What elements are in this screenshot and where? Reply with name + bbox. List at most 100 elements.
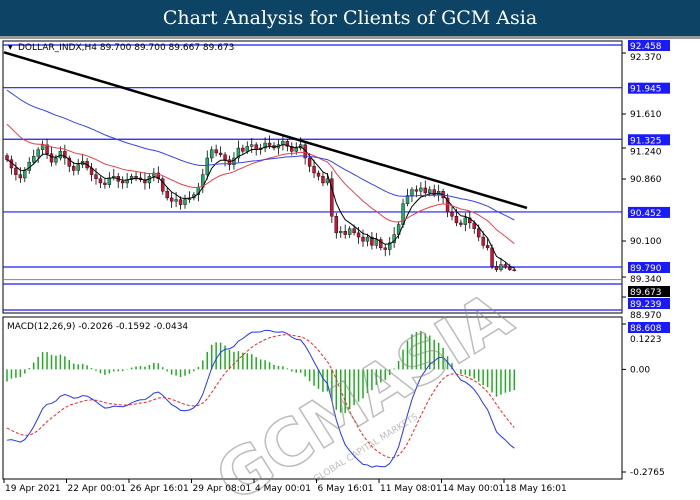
bear-candle xyxy=(414,189,419,192)
bull-candle xyxy=(365,236,370,242)
bull-candle xyxy=(419,187,423,192)
bear-candle xyxy=(383,247,387,250)
bull-candle xyxy=(347,228,352,235)
bear-candle xyxy=(503,264,508,268)
level-price-tag xyxy=(628,134,670,146)
bull-candle xyxy=(463,217,468,225)
bear-candle xyxy=(98,178,103,184)
level-price-tag xyxy=(628,262,670,273)
trendline[interactable] xyxy=(3,51,528,210)
bear-candle xyxy=(134,176,138,179)
price-tick-label: 92.370 xyxy=(630,53,662,63)
time-tick-label: 18 May 16:01 xyxy=(505,484,567,494)
main-panel xyxy=(2,40,623,314)
bear-candle xyxy=(303,144,307,159)
moving-average-line xyxy=(6,144,515,269)
bull-candle xyxy=(152,172,156,177)
moving-average-line xyxy=(6,89,515,221)
bull-candle xyxy=(36,149,40,157)
bull-candle xyxy=(405,195,410,204)
level-price-label: 89.790 xyxy=(630,264,662,274)
bear-candle xyxy=(312,166,316,174)
bear-candle xyxy=(290,146,294,152)
level-price-label: 89.239 xyxy=(630,300,662,310)
macd-main-line xyxy=(6,329,515,468)
bear-candle xyxy=(356,232,361,238)
price-tick-label: 88.970 xyxy=(630,311,662,321)
bear-candle xyxy=(165,191,169,199)
bear-candle xyxy=(63,151,67,159)
bear-candle xyxy=(169,197,174,202)
price-tick-label: 91.240 xyxy=(630,147,662,157)
level-price-label: 91.945 xyxy=(630,85,662,95)
bull-candle xyxy=(76,164,80,171)
time-tick-label: 29 Apr 08:01 xyxy=(193,484,252,494)
bull-candle xyxy=(107,177,112,185)
level-price-tag xyxy=(628,298,670,309)
time-tick-label: 6 May 16:01 xyxy=(318,484,374,494)
bear-candle xyxy=(481,236,485,246)
price-tick-label: 89.340 xyxy=(630,275,662,285)
current-price-tag xyxy=(628,286,670,297)
bear-candle xyxy=(361,236,365,242)
level-price-label: 88.608 xyxy=(630,324,662,334)
bear-candle xyxy=(454,216,459,224)
bear-candle xyxy=(214,149,218,154)
chart-menu-icon[interactable]: ▾ xyxy=(8,43,13,53)
bear-candle xyxy=(423,187,427,194)
bull-candle xyxy=(40,144,45,150)
bull-candle xyxy=(129,176,134,180)
level-price-tag xyxy=(628,322,670,333)
time-tick-label: 14 May 00:01 xyxy=(443,484,505,494)
level-price-tag xyxy=(628,82,670,94)
bear-candle xyxy=(241,147,245,152)
bull-candle xyxy=(174,199,178,202)
time-tick-label: 11 May 08:01 xyxy=(380,484,442,494)
bull-candle xyxy=(205,157,209,175)
bear-candle xyxy=(307,157,312,167)
bull-candle xyxy=(23,170,27,179)
bear-candle xyxy=(370,236,374,246)
price-chart[interactable]: GCMASIA GLOBAL CAPITAL MARKETS ▾ DOLLAR_… xyxy=(0,39,700,500)
bear-candle xyxy=(468,217,472,224)
moving-average-line xyxy=(6,123,515,244)
bull-candle xyxy=(499,264,503,270)
bull-candle xyxy=(54,157,58,163)
bull-candle xyxy=(263,142,267,149)
macd-tick-label: 0.00 xyxy=(630,365,650,375)
bear-candle xyxy=(352,228,356,234)
bear-candle xyxy=(67,157,72,167)
bear-candle xyxy=(432,189,436,195)
bear-candle xyxy=(472,222,476,229)
current-price-label: 89.673 xyxy=(630,288,662,298)
macd-tick-label: -0.2765 xyxy=(630,468,665,478)
bear-candle xyxy=(485,245,490,249)
level-price-label: 90.452 xyxy=(630,209,662,219)
macd-signal-line xyxy=(6,334,515,459)
bear-candle xyxy=(494,265,499,270)
bear-candle xyxy=(490,247,494,267)
bear-candle xyxy=(267,142,272,146)
bull-candle xyxy=(428,189,432,194)
price-tick-label: 90.100 xyxy=(630,237,662,247)
bear-candle xyxy=(321,176,325,184)
time-tick-label: 26 Apr 16:01 xyxy=(130,484,189,494)
macd-label: MACD(12,26,9) -0.2026 -0.1592 -0.0434 xyxy=(7,322,188,332)
bear-candle xyxy=(450,211,454,217)
bull-candle xyxy=(339,231,343,234)
bear-candle xyxy=(178,199,183,205)
bull-candle xyxy=(58,151,63,159)
bear-candle xyxy=(156,172,161,179)
bear-candle xyxy=(334,216,338,234)
bear-candle xyxy=(330,178,334,217)
price-tick-label: 91.610 xyxy=(630,110,662,120)
time-tick-label: 19 Apr 2021 xyxy=(5,484,61,494)
bull-candle xyxy=(388,242,392,250)
bear-candle xyxy=(120,181,125,184)
bear-candle xyxy=(18,174,23,179)
bear-candle xyxy=(103,182,107,185)
bear-candle xyxy=(477,228,481,238)
bull-candle xyxy=(374,239,379,246)
symbol-info: DOLLAR_INDX,H4 89.700 89.700 89.667 89.6… xyxy=(18,43,234,53)
bear-candle xyxy=(218,152,223,155)
